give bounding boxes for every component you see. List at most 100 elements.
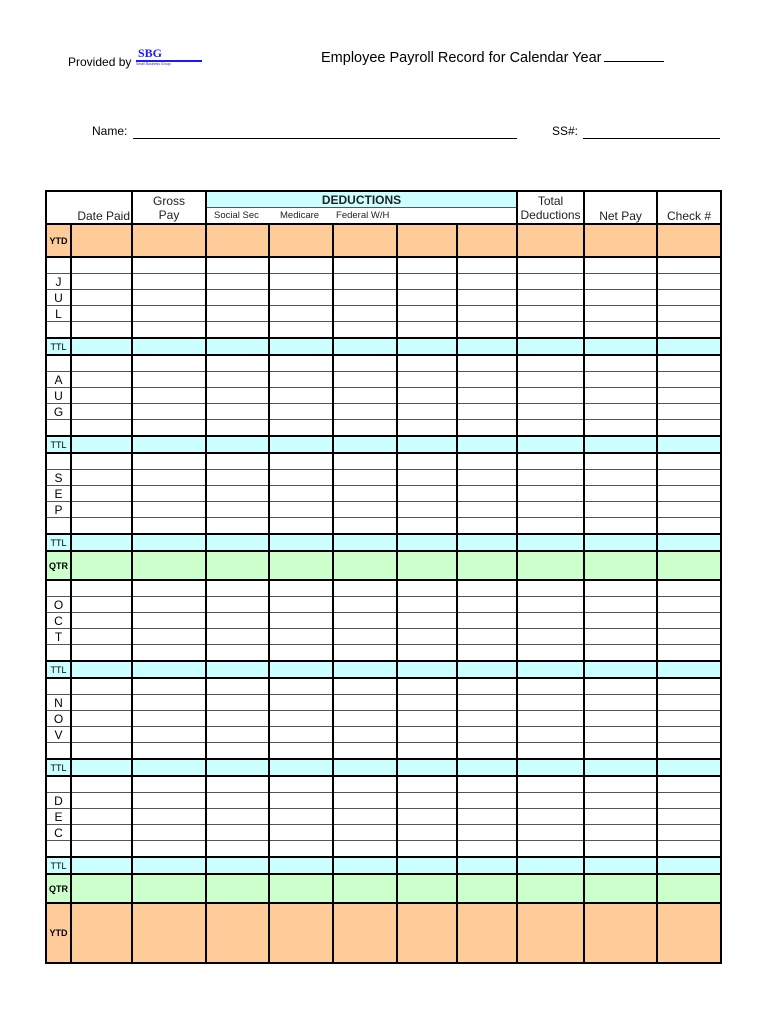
table-cell[interactable] [456, 485, 519, 502]
table-cell[interactable] [69, 354, 134, 372]
table-cell[interactable] [396, 808, 459, 825]
table-cell[interactable] [656, 628, 723, 645]
table-cell[interactable] [583, 387, 659, 404]
table-cell[interactable] [332, 660, 399, 679]
table-cell[interactable] [205, 677, 271, 695]
table-cell[interactable] [516, 517, 586, 535]
table-cell[interactable] [456, 612, 519, 629]
table-cell[interactable] [268, 337, 335, 356]
table-cell[interactable] [69, 824, 134, 841]
table-cell[interactable] [516, 533, 586, 552]
table-cell[interactable] [656, 550, 723, 581]
table-cell[interactable] [69, 677, 134, 695]
table-cell[interactable] [396, 485, 459, 502]
table-cell[interactable] [583, 596, 659, 613]
table-cell[interactable] [332, 321, 399, 339]
table-cell[interactable] [131, 403, 208, 420]
table-cell[interactable] [205, 419, 271, 437]
table-cell[interactable] [131, 321, 208, 339]
table-cell[interactable] [131, 660, 208, 679]
table-cell[interactable] [456, 321, 519, 339]
table-cell[interactable] [396, 596, 459, 613]
table-cell[interactable] [268, 501, 335, 518]
table-cell[interactable] [131, 840, 208, 858]
table-cell[interactable] [332, 403, 399, 420]
table-cell[interactable] [69, 371, 134, 388]
table-cell[interactable] [656, 321, 723, 339]
table-cell[interactable] [396, 873, 459, 904]
table-cell[interactable] [516, 726, 586, 743]
table-cell[interactable] [332, 710, 399, 727]
table-cell[interactable] [332, 371, 399, 388]
table-cell[interactable] [456, 550, 519, 581]
table-cell[interactable] [69, 758, 134, 777]
table-cell[interactable] [656, 644, 723, 662]
table-cell[interactable] [332, 256, 399, 274]
table-cell[interactable] [656, 256, 723, 274]
table-cell[interactable] [583, 403, 659, 420]
table-cell[interactable] [131, 273, 208, 290]
table-cell[interactable] [396, 387, 459, 404]
table-cell[interactable] [268, 856, 335, 875]
table-cell[interactable] [656, 902, 723, 964]
table-cell[interactable] [205, 337, 271, 356]
table-cell[interactable] [268, 256, 335, 274]
table-cell[interactable] [131, 419, 208, 437]
table-cell[interactable] [131, 710, 208, 727]
table-cell[interactable] [656, 840, 723, 858]
table-cell[interactable] [516, 435, 586, 454]
table-cell[interactable] [268, 873, 335, 904]
table-cell[interactable] [656, 612, 723, 629]
table-cell[interactable] [131, 289, 208, 306]
table-cell[interactable] [69, 517, 134, 535]
table-cell[interactable] [268, 289, 335, 306]
table-cell[interactable] [69, 596, 134, 613]
table-cell[interactable] [516, 644, 586, 662]
table-cell[interactable] [268, 452, 335, 470]
table-cell[interactable] [583, 742, 659, 760]
table-cell[interactable] [516, 223, 586, 258]
table-cell[interactable] [332, 387, 399, 404]
table-cell[interactable] [268, 677, 335, 695]
table-cell[interactable] [131, 628, 208, 645]
table-cell[interactable] [205, 628, 271, 645]
table-cell[interactable] [656, 710, 723, 727]
table-cell[interactable] [205, 808, 271, 825]
table-cell[interactable] [583, 677, 659, 695]
table-cell[interactable] [69, 628, 134, 645]
table-cell[interactable] [332, 501, 399, 518]
table-cell[interactable] [131, 485, 208, 502]
table-cell[interactable] [456, 644, 519, 662]
table-cell[interactable] [69, 419, 134, 437]
table-cell[interactable] [516, 792, 586, 809]
table-cell[interactable] [268, 517, 335, 535]
table-cell[interactable] [131, 792, 208, 809]
table-cell[interactable] [69, 579, 134, 597]
table-cell[interactable] [69, 726, 134, 743]
table-cell[interactable] [516, 856, 586, 875]
table-cell[interactable] [268, 419, 335, 437]
table-cell[interactable] [205, 742, 271, 760]
table-cell[interactable] [69, 694, 134, 711]
table-cell[interactable] [583, 840, 659, 858]
table-cell[interactable] [332, 435, 399, 454]
table-cell[interactable] [205, 824, 271, 841]
table-cell[interactable] [656, 305, 723, 322]
table-cell[interactable] [69, 840, 134, 858]
table-cell[interactable] [69, 305, 134, 322]
table-cell[interactable] [69, 337, 134, 356]
table-cell[interactable] [583, 305, 659, 322]
table-cell[interactable] [131, 775, 208, 793]
table-cell[interactable] [516, 256, 586, 274]
table-cell[interactable] [332, 644, 399, 662]
table-cell[interactable] [396, 371, 459, 388]
table-cell[interactable] [456, 223, 519, 258]
table-cell[interactable] [456, 660, 519, 679]
table-cell[interactable] [205, 775, 271, 793]
table-cell[interactable] [583, 660, 659, 679]
table-cell[interactable] [583, 579, 659, 597]
table-cell[interactable] [396, 501, 459, 518]
table-cell[interactable] [456, 694, 519, 711]
table-cell[interactable] [131, 758, 208, 777]
table-cell[interactable] [583, 289, 659, 306]
